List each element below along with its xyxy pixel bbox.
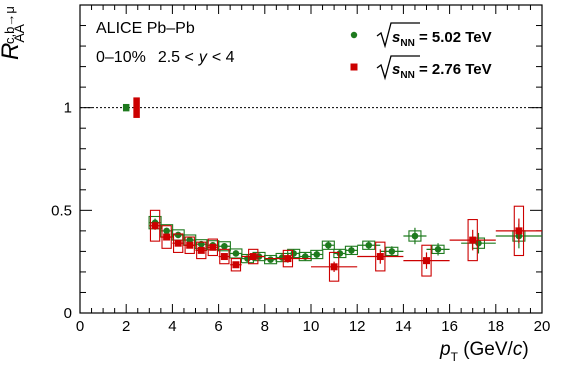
point-5-02 <box>267 256 274 263</box>
legend-marker-red <box>350 63 358 71</box>
legend-sub: NN <box>400 38 414 49</box>
plot-area: 0 2 4 6 8 10 12 14 16 18 20 0 0.5 1 <box>51 4 551 335</box>
legend-s: s <box>392 61 400 78</box>
y-tick-label: 0 <box>64 305 72 322</box>
point-2-76 <box>469 236 477 244</box>
point-5-02 <box>348 247 355 254</box>
point-2-76 <box>330 263 338 271</box>
point-2-76 <box>249 253 257 261</box>
y-tick-label: 0.5 <box>51 202 72 219</box>
legend-s: s <box>392 29 400 46</box>
point-2-76 <box>174 239 182 247</box>
point-2-76 <box>197 246 205 254</box>
point-2-76 <box>186 241 194 249</box>
x-tick-label: 10 <box>303 318 320 335</box>
x-tick-label: 20 <box>534 318 551 335</box>
x-tick-label: 14 <box>395 318 412 335</box>
annotation-system: ALICE Pb–Pb <box>96 20 195 37</box>
x-tick-label: 12 <box>349 318 366 335</box>
sys-box-5-02 <box>217 241 231 252</box>
legend-value: = 5.02 TeV <box>415 29 492 46</box>
normalization-box <box>122 103 130 112</box>
point-5-02 <box>163 227 170 235</box>
legend-sub: NN <box>400 70 414 81</box>
x-tick-label: 8 <box>261 318 269 335</box>
annotation-centrality: 0–10% <box>96 49 146 66</box>
point-5-02 <box>232 250 240 257</box>
x-axis-label-sub: T <box>451 350 459 364</box>
legend: sNN = 5.02 TeV sNN = 2.76 TeV <box>350 22 492 81</box>
x-axis-label-unit-c: c <box>513 339 523 360</box>
y-axis-label-sub: AA <box>11 23 27 42</box>
x-tick-label: 2 <box>122 318 130 335</box>
point-5-02 <box>313 251 321 258</box>
y-tick-label: 1 <box>64 100 72 117</box>
x-axis-label-unit-open: (GeV/ <box>458 339 514 360</box>
sqrt-sign-icon <box>376 55 420 81</box>
point-5-02 <box>336 250 344 257</box>
sys-box-5-02 <box>229 248 243 259</box>
point-2-76 <box>284 255 292 263</box>
point-2-76 <box>515 227 523 235</box>
point-5-02 <box>434 246 442 253</box>
x-axis-label-unit-close: ) <box>522 339 528 360</box>
legend-entry-2-76: sNN = 2.76 TeV <box>376 55 492 81</box>
x-tick-label: 6 <box>214 318 222 335</box>
annotation-rapidity-var: y <box>198 49 208 66</box>
point-2-76 <box>376 253 384 261</box>
y-axis-label-sup: c,b→μ <box>2 6 17 44</box>
legend-entry-5-02: sNN = 5.02 TeV <box>376 22 492 49</box>
x-tick-label: 4 <box>168 318 176 335</box>
x-tick-label: 0 <box>76 318 84 335</box>
point-5-02 <box>174 231 182 239</box>
point-2-76 <box>151 222 159 230</box>
sqrt-sign-icon <box>376 22 420 49</box>
x-axis-label: pT (GeV/c) <box>439 339 529 364</box>
point-5-02 <box>411 232 419 240</box>
legend-label-2-76: sNN = 2.76 TeV <box>392 61 492 81</box>
point-2-76 <box>423 257 430 265</box>
point-5-02 <box>388 248 396 255</box>
point-5-02 <box>365 241 373 249</box>
y-axis-label: RAA <box>0 23 27 60</box>
annotation-rapidity-hi: < 4 <box>212 49 235 66</box>
point-2-76 <box>232 261 240 269</box>
x-tick-label: 16 <box>441 318 458 335</box>
legend-marker-green <box>350 31 358 39</box>
point-5-02 <box>221 242 228 250</box>
y-axis-label-base: R <box>0 43 24 60</box>
point-2-76 <box>220 253 228 261</box>
point-2-76 <box>209 243 217 251</box>
normalization-box <box>133 97 140 118</box>
point-5-02 <box>325 241 332 249</box>
annotation-selection: 0–10% 2.5 < y < 4 <box>96 49 235 66</box>
point-2-76 <box>163 233 171 241</box>
x-tick-label: 18 <box>487 318 504 335</box>
x-axis-label-p: p <box>439 339 451 360</box>
legend-label-5-02: sNN = 5.02 TeV <box>392 29 492 49</box>
legend-value: = 2.76 TeV <box>415 61 492 78</box>
annotation-rapidity-lo: 2.5 < <box>158 49 194 66</box>
